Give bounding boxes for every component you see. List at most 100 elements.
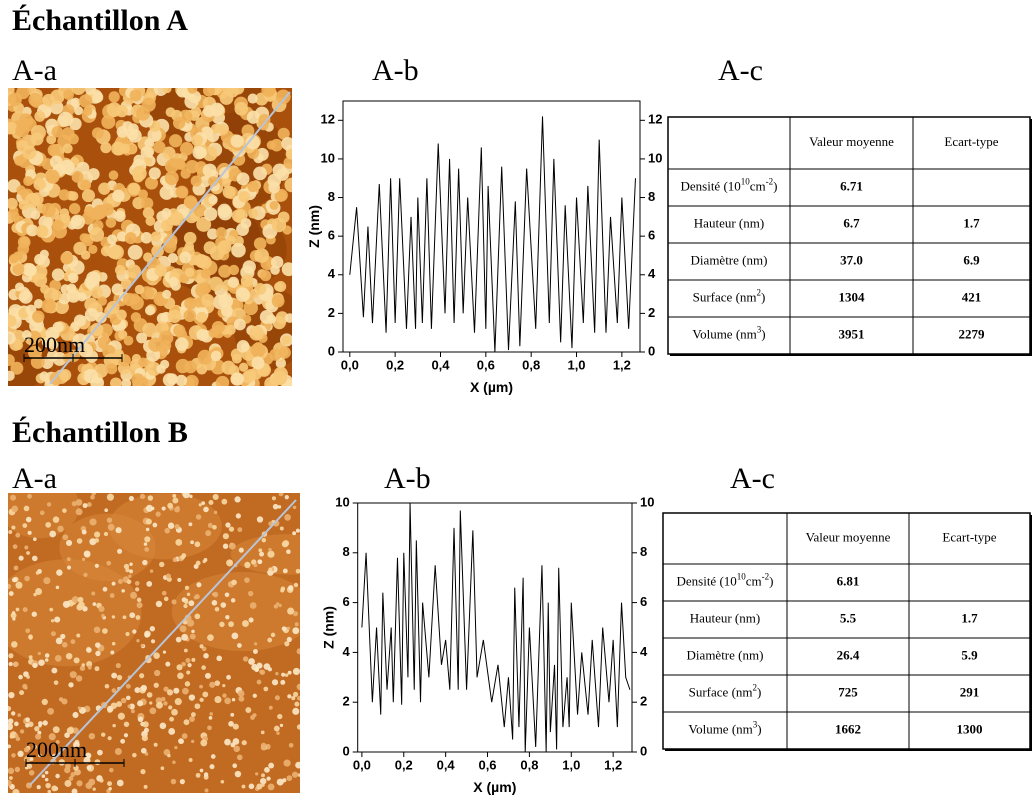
grain <box>199 768 204 773</box>
grain <box>8 529 13 534</box>
grain <box>41 298 56 313</box>
grain <box>255 147 269 161</box>
grain <box>203 653 209 659</box>
grain <box>17 243 30 255</box>
grain <box>271 294 285 308</box>
grain <box>238 547 244 553</box>
grain <box>86 661 93 668</box>
grain <box>9 734 14 739</box>
grain <box>89 518 97 526</box>
grain <box>111 581 116 586</box>
grain <box>131 165 147 181</box>
afm-patch <box>230 534 300 575</box>
grain <box>140 145 154 159</box>
grain <box>148 167 161 180</box>
grain <box>201 293 215 307</box>
grain <box>144 536 151 543</box>
grain <box>32 744 38 750</box>
grain <box>191 134 203 147</box>
grain <box>266 140 276 150</box>
grain <box>230 372 244 386</box>
grain <box>231 242 246 258</box>
grain <box>42 720 48 726</box>
table: Valeur moyenne Ecart-type Densité (1010cm-… <box>662 512 1032 751</box>
grain <box>44 770 49 775</box>
grain <box>209 764 215 770</box>
x-tick-label: 0,6 <box>477 357 495 372</box>
grain <box>263 663 271 670</box>
grain <box>293 582 299 588</box>
grain <box>14 766 21 773</box>
grain <box>251 356 265 370</box>
grain <box>73 241 87 256</box>
label-part: ) <box>769 573 773 588</box>
grain <box>126 695 131 701</box>
grain <box>90 494 95 500</box>
grain <box>256 662 263 669</box>
grain <box>128 182 141 195</box>
grain <box>147 495 154 501</box>
row-label: Hauteur (nm) <box>694 215 764 230</box>
grain <box>8 583 11 590</box>
grain <box>30 125 46 141</box>
grain <box>275 188 288 202</box>
grain <box>45 169 60 184</box>
grain <box>248 617 254 623</box>
grain <box>57 111 73 127</box>
grain <box>85 88 96 95</box>
grain <box>143 784 148 789</box>
grain <box>62 600 70 608</box>
grain <box>8 653 14 659</box>
label-part: Surface (nm <box>689 684 753 699</box>
grain <box>267 637 273 643</box>
grain <box>111 615 116 619</box>
grain <box>77 596 84 603</box>
grain <box>236 340 250 353</box>
grain <box>136 106 150 121</box>
grain <box>15 282 25 292</box>
grain <box>95 650 101 657</box>
grain <box>216 655 223 662</box>
grain <box>231 209 246 223</box>
grain <box>42 93 55 107</box>
y2-tick-label: 2 <box>648 305 655 320</box>
grain <box>116 309 127 321</box>
grain <box>268 762 275 769</box>
grain <box>205 530 212 537</box>
grain <box>23 747 30 753</box>
y-tick-label: 6 <box>342 594 349 609</box>
grain <box>8 661 13 667</box>
panel-label: A-b <box>372 54 419 87</box>
grain <box>266 776 271 781</box>
grain <box>245 135 261 150</box>
grain <box>277 505 282 509</box>
grain <box>184 681 191 687</box>
label-part: ) <box>761 326 765 341</box>
grain <box>167 522 175 529</box>
grain <box>233 745 240 753</box>
grain <box>274 695 280 701</box>
grain <box>71 501 77 507</box>
grain <box>253 166 267 181</box>
label-part: ) <box>773 178 777 193</box>
grain <box>144 632 150 638</box>
grain <box>271 217 287 233</box>
grain <box>286 549 291 555</box>
grain <box>193 204 207 217</box>
grain <box>215 375 230 386</box>
grain <box>60 159 75 175</box>
grain <box>25 628 31 634</box>
grain <box>219 621 225 628</box>
grain <box>284 514 291 521</box>
grain <box>162 88 172 94</box>
grain <box>140 747 147 754</box>
grain <box>183 648 188 653</box>
grain <box>37 753 42 758</box>
grain <box>248 658 255 665</box>
grain <box>266 314 277 324</box>
grain <box>152 522 158 528</box>
grain <box>186 592 191 597</box>
column-header: Ecart-type <box>944 134 998 149</box>
grain <box>26 551 30 555</box>
grain <box>287 607 295 615</box>
